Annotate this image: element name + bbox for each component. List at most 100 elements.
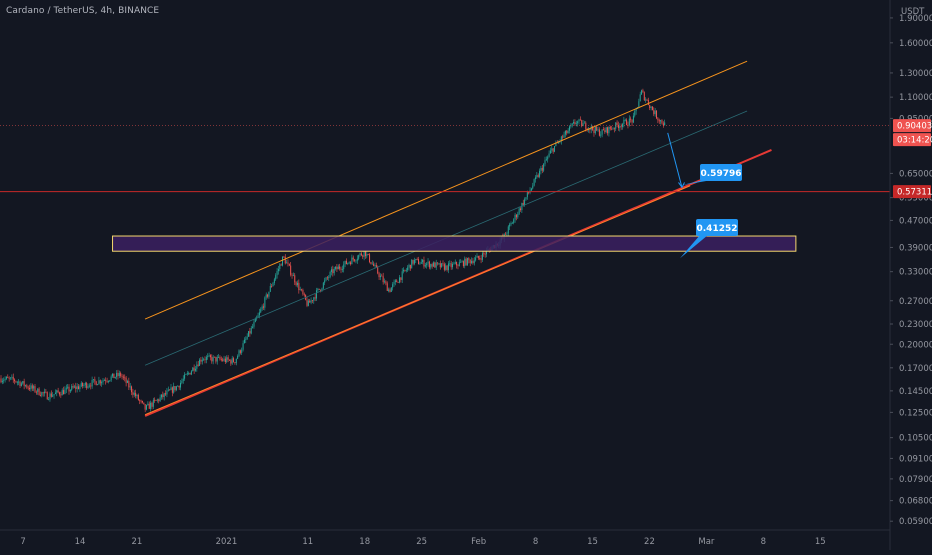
candle <box>347 262 349 266</box>
candle <box>632 112 634 124</box>
candle-body <box>101 382 103 384</box>
candle <box>563 131 565 139</box>
candle-body <box>284 256 286 264</box>
candle-body <box>131 386 133 393</box>
candle <box>419 261 421 265</box>
candle-body <box>148 403 150 409</box>
candle-body <box>330 269 332 272</box>
candle <box>182 375 184 384</box>
candle <box>394 279 396 286</box>
candle-body <box>48 399 50 401</box>
price-callout[interactable]: 0.59796 <box>679 164 742 186</box>
candle-body <box>63 390 65 395</box>
candle <box>552 147 554 154</box>
price-tick-label: 0.10500 <box>899 434 932 444</box>
candle <box>135 389 137 399</box>
candle <box>449 260 451 267</box>
candle-body <box>208 355 210 357</box>
candle-body <box>174 386 176 390</box>
candle <box>529 187 531 195</box>
candle-body <box>143 402 145 405</box>
candle-body <box>245 338 247 340</box>
upper-channel-line[interactable] <box>144 60 748 320</box>
candle-body <box>252 326 254 328</box>
candle <box>381 273 383 277</box>
candle-body <box>135 392 137 397</box>
candle <box>37 388 39 395</box>
candle <box>594 126 596 135</box>
candle-body <box>311 300 313 302</box>
candle <box>397 281 399 283</box>
candle-body <box>596 126 598 131</box>
candle <box>456 261 458 269</box>
candle-body <box>288 263 290 266</box>
candle-body <box>582 123 584 127</box>
candle <box>428 260 430 270</box>
candle <box>469 259 471 267</box>
candle <box>215 356 217 364</box>
candle-body <box>106 381 108 382</box>
candlestick-series <box>0 88 666 413</box>
candle-body <box>544 160 546 165</box>
candle-body <box>322 282 324 289</box>
price-callout[interactable]: 0.41252 <box>679 219 738 259</box>
symbol-title[interactable]: Cardano / TetherUS, 4h, BINANCE <box>6 6 160 16</box>
candle <box>442 260 444 267</box>
candle-body <box>204 359 206 361</box>
candle <box>19 380 21 389</box>
candle-body <box>513 219 515 223</box>
candle-body <box>654 110 656 115</box>
candle-body <box>506 233 508 235</box>
candle-body <box>656 110 658 119</box>
candle-body <box>129 386 131 388</box>
candle-body <box>443 264 445 270</box>
candle-body <box>147 403 149 406</box>
candle <box>22 380 24 385</box>
candle <box>69 389 71 393</box>
candle <box>454 259 456 265</box>
candle-body <box>505 233 507 235</box>
candle <box>579 116 581 121</box>
candle <box>375 262 377 268</box>
price-tick-label: 0.65000 <box>899 169 932 179</box>
candle <box>78 383 80 390</box>
candle-body <box>72 386 74 388</box>
candle <box>27 385 29 391</box>
candle <box>339 263 341 271</box>
candle <box>174 385 176 392</box>
candle-body <box>381 275 383 277</box>
candle-body <box>579 119 581 121</box>
candle-body <box>554 145 556 152</box>
candle <box>219 355 221 361</box>
candle <box>318 288 320 291</box>
candle-body <box>125 377 127 383</box>
candle-body <box>86 383 88 388</box>
candle-body <box>257 315 259 318</box>
time-tick-label: 8 <box>533 537 538 547</box>
candle-body <box>15 381 17 382</box>
time-tick-label: 2021 <box>216 537 238 547</box>
candle-body <box>139 400 141 401</box>
candle-body <box>468 258 470 260</box>
candle <box>613 127 615 133</box>
support-zone-box[interactable] <box>112 235 797 252</box>
candle <box>160 394 162 400</box>
candle-body <box>583 122 585 124</box>
candle <box>325 276 327 282</box>
candle-body <box>272 282 274 287</box>
candle-body <box>120 373 122 376</box>
candle-body <box>435 262 437 268</box>
candle <box>389 287 391 293</box>
candle-body <box>45 391 47 393</box>
candle-body <box>113 373 115 379</box>
candle <box>39 391 41 397</box>
candle-body <box>356 258 358 261</box>
candle-body <box>408 264 410 268</box>
candle-body <box>479 258 481 259</box>
candle <box>626 118 628 126</box>
candle <box>228 359 230 361</box>
price-tick-label: 0.39000 <box>899 243 932 253</box>
candle-body <box>413 259 415 264</box>
